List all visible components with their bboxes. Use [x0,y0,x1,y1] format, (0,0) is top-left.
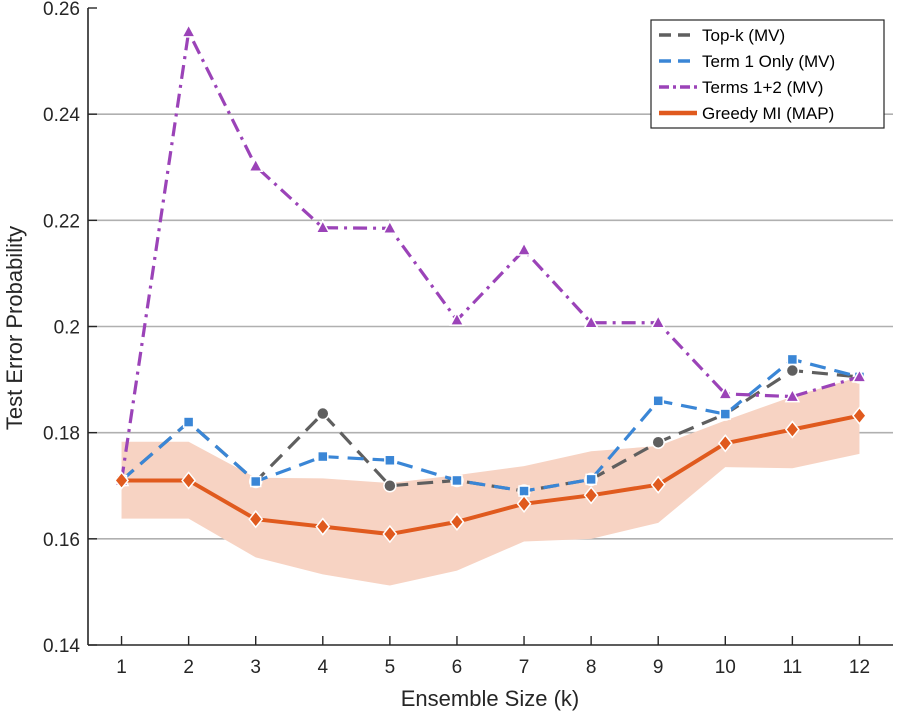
data-point [651,435,665,449]
data-point [719,408,732,420]
data-point [451,474,463,487]
data-point [382,219,398,235]
series-term-1-only-mv [115,353,866,497]
x-tick-label: 10 [715,657,736,678]
y-tick-label: 0.22 [43,211,80,232]
legend: Top-k (MV) Term 1 Only (MV) Terms 1+2 (MV)… [650,19,885,129]
data-point [650,314,666,329]
data-point [181,471,197,490]
series-layer [113,23,868,544]
x-tick-label: 5 [385,657,396,678]
x-tick-label: 8 [586,657,597,678]
y-axis-title: Test Error Probability [2,226,27,430]
data-point [785,363,800,378]
confidence-band-layer [121,376,860,586]
confidence-band [121,376,860,586]
data-point [247,157,264,172]
data-point [518,485,530,497]
legend-label: Greedy MI (MAP) [702,104,834,123]
data-point [249,475,262,488]
x-tick-label: 3 [250,657,261,678]
x-tick-label: 1 [116,657,127,678]
axes: 0.140.160.180.20.220.240.261 2 3 4 5 6 7 8 9 10 11… [43,0,893,678]
x-tick-label: 9 [653,657,664,678]
x-tick-label: 11 [783,657,803,678]
series-greedy-mi-map [114,406,867,544]
data-point [382,524,398,544]
data-point [180,23,197,38]
data-point [583,486,599,505]
data-point [585,473,597,486]
x-tick-label: 7 [519,657,530,678]
x-axis-title: Ensemble Size (k) [401,686,580,711]
legend-box [650,19,885,129]
legend-label: Top-k (MV) [702,26,785,45]
y-tick-label: 0.16 [43,530,80,551]
x-tick-label: 6 [452,657,463,678]
data-point [650,475,666,494]
y-tick-label: 0.24 [43,105,80,126]
data-point [449,512,465,532]
data-point [652,395,664,407]
data-point [114,471,130,490]
data-point [383,479,397,493]
data-point [717,385,734,400]
data-point [384,454,396,467]
data-point [182,416,195,428]
y-tick-label: 0.14 [43,636,80,657]
x-tick-label: 2 [183,657,194,678]
data-point [784,420,800,439]
data-point [449,311,465,326]
y-tick-label: 0.2 [54,318,80,339]
data-point [583,314,599,329]
legend-label: Term 1 Only (MV) [702,52,835,71]
series-terms-1-2-mv [113,23,868,487]
data-point [316,406,330,421]
legend-label: Terms 1+2 (MV) [702,78,823,97]
data-point [717,434,733,453]
data-point [315,219,331,234]
data-point [851,406,867,425]
data-point [784,387,801,403]
data-point [516,494,532,513]
series-line [121,413,860,537]
y-tick-label: 0.26 [43,0,80,20]
y-tick-label: 0.18 [43,424,80,445]
data-point [851,368,868,383]
data-point [317,450,329,463]
x-tick-label: 12 [849,657,870,678]
data-point [516,241,532,256]
data-point [786,353,799,366]
x-tick-label: 4 [318,657,329,678]
data-point [248,510,264,529]
data-point [315,517,331,536]
series-line [119,30,860,481]
series-line [120,357,860,493]
